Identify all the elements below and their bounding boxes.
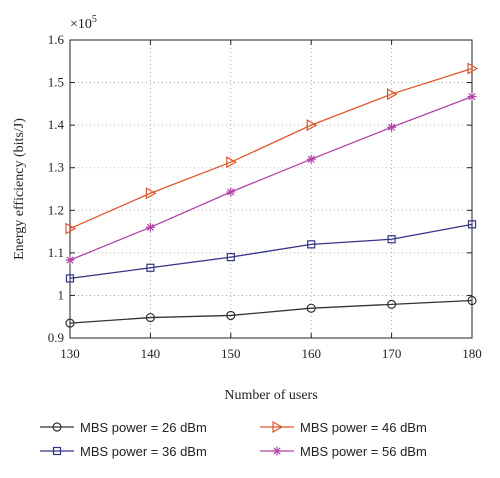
- data-point-marker: [226, 310, 236, 321]
- data-point-marker: [467, 220, 477, 229]
- y-tick-label: 1.3: [48, 160, 64, 175]
- series-line: [69, 299, 473, 324]
- legend-item: MBS power = 56 dBm: [260, 442, 427, 460]
- x-tick-label: 170: [382, 346, 402, 361]
- y-tick-label: 1.6: [48, 32, 65, 47]
- legend-marker: [52, 446, 62, 456]
- data-point-marker: [467, 295, 477, 306]
- y-tick-label: 1: [58, 287, 65, 302]
- data-point-marker: [65, 255, 75, 265]
- series-line: [69, 96, 473, 261]
- x-axis-title: Number of users: [224, 388, 317, 403]
- legend-item: MBS power = 36 dBm: [40, 442, 207, 460]
- data-point-marker: [65, 274, 75, 283]
- series-3: [65, 62, 479, 235]
- legend-label: MBS power = 36 dBm: [80, 443, 207, 459]
- legend-item: MBS power = 26 dBm: [40, 418, 207, 436]
- x-tick-label: 160: [301, 346, 321, 361]
- data-point-marker: [387, 235, 396, 244]
- axis-ticks: 130 140 150 160 170 180 0.9 1 1.1 1.2 1.3 1.4 1.5 1.6: [48, 32, 482, 361]
- legend-marker: [272, 446, 282, 456]
- data-point-marker: [307, 240, 316, 249]
- data-point-marker: [306, 154, 316, 164]
- data-point-marker: [226, 156, 238, 169]
- series-4: [65, 92, 477, 265]
- data-point-marker: [467, 92, 477, 102]
- legend-label: MBS power = 26 dBm: [80, 419, 207, 435]
- data-point-marker: [226, 253, 235, 262]
- plot-frame: [69, 39, 473, 339]
- y-tick-label: 0.9: [48, 330, 64, 345]
- legend-item: MBS power = 46 dBm: [260, 418, 427, 436]
- chart: 130 140 150 160 170 180 0.9 1 1.1 1.2 1.3 1.4 1.5 1.6…: [12, 14, 482, 403]
- y-axis-multiplier-exponent: 5: [92, 14, 97, 25]
- data-point-marker: [387, 122, 397, 132]
- data-point-marker: [306, 119, 318, 132]
- x-tick-label: 130: [60, 346, 80, 361]
- data-point-marker: [467, 62, 479, 75]
- legend-swatch: [260, 420, 294, 434]
- data-point-marker: [145, 187, 157, 200]
- x-tick-label: 140: [141, 346, 161, 361]
- legend-swatch: [260, 446, 294, 456]
- data-point-marker: [306, 303, 316, 313]
- y-tick-label: 1.1: [48, 245, 64, 260]
- data-point-marker: [65, 222, 77, 235]
- data-point-marker: [65, 318, 75, 328]
- x-tick-label: 180: [462, 346, 482, 361]
- data-point-marker: [145, 222, 155, 232]
- data-point-marker: [226, 187, 236, 197]
- data-point-marker: [145, 312, 155, 323]
- series-line: [69, 223, 473, 280]
- series-line: [69, 67, 473, 230]
- series-1: [65, 295, 477, 328]
- data-point-marker: [146, 263, 155, 272]
- legend-marker: [272, 420, 284, 434]
- series-group: [65, 62, 479, 328]
- legend-marker: [52, 422, 62, 432]
- y-axis-title: Energy efficiency (bits/J): [12, 118, 27, 260]
- legend-label: MBS power = 46 dBm: [300, 419, 427, 435]
- data-point-marker: [387, 88, 398, 101]
- x-tick-label: 150: [221, 346, 241, 361]
- series-2: [65, 220, 477, 283]
- data-point-marker: [387, 299, 397, 309]
- legend-swatch: [40, 422, 74, 432]
- y-axis-multiplier: ×105: [70, 14, 97, 32]
- grid-lines: [70, 40, 472, 338]
- legend-label: MBS power = 56 dBm: [300, 443, 427, 459]
- y-tick-label: 1.5: [48, 75, 64, 90]
- legend-swatch: [40, 446, 74, 456]
- legend: MBS power = 26 dBm MBS power = 46 dBm MBS …: [40, 418, 480, 468]
- y-tick-label: 1.2: [48, 202, 64, 217]
- y-tick-label: 1.4: [48, 117, 65, 132]
